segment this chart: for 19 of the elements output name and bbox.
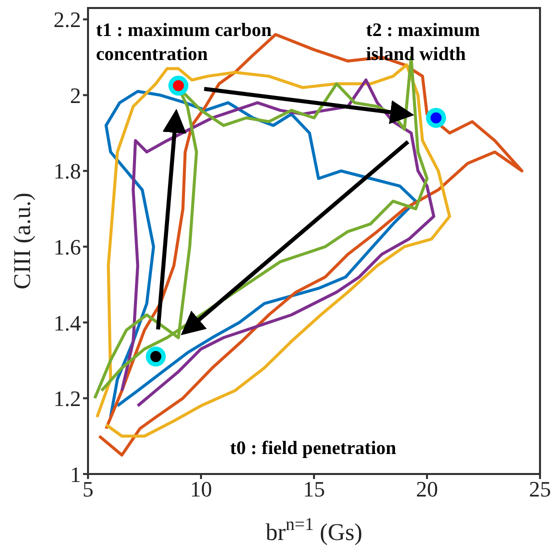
x-tick-label: 5 bbox=[82, 476, 94, 502]
x-tick-label: 25 bbox=[529, 476, 551, 502]
y-tick-label: 2.2 bbox=[54, 7, 81, 32]
line-series bbox=[104, 90, 418, 419]
x-tick-label: 10 bbox=[190, 476, 212, 502]
line-series bbox=[96, 63, 452, 438]
annotation: t1 : maximum carbon concentration bbox=[96, 20, 272, 65]
x-tick-label: 15 bbox=[303, 476, 325, 502]
y-tick-label: 1.2 bbox=[54, 386, 81, 412]
x-axis-title: br$^{n=1}$ (Gs) bbox=[266, 514, 362, 546]
y-axis-title: CIII (a.u.) bbox=[10, 192, 36, 290]
y-tick-label: 1.6 bbox=[54, 234, 81, 260]
y-tick-label: 2 bbox=[70, 82, 81, 108]
line-series bbox=[120, 78, 436, 408]
annotation: t0 : field penetration bbox=[230, 438, 397, 459]
x-tick-label: 20 bbox=[416, 476, 438, 502]
y-tick-label: 1 bbox=[70, 462, 81, 487]
y-tick-label: 1.8 bbox=[54, 158, 81, 184]
y-tick-label: 1.4 bbox=[54, 310, 81, 336]
